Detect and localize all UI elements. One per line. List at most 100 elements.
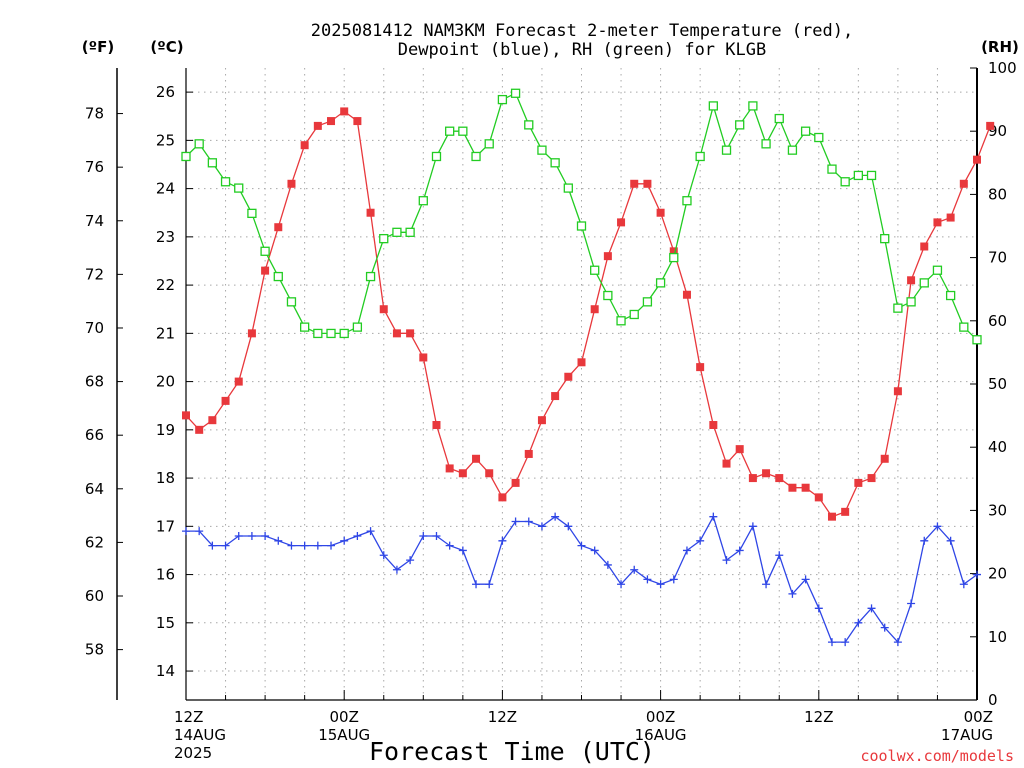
dewpoint-point bbox=[485, 580, 494, 589]
fahrenheit-tick-label: 66 bbox=[85, 426, 104, 444]
temperature-point bbox=[669, 247, 678, 256]
dewpoint-point bbox=[973, 570, 981, 579]
temperature-point bbox=[537, 416, 546, 425]
temperature-point bbox=[379, 305, 388, 314]
temperature-point bbox=[432, 421, 441, 430]
dewpoint-point bbox=[696, 536, 705, 545]
rh-point bbox=[682, 196, 692, 206]
dewpoint-point bbox=[920, 536, 929, 545]
rh-point bbox=[603, 290, 613, 301]
temperature-point bbox=[735, 445, 744, 454]
dewpoint-point bbox=[603, 560, 612, 569]
rh-point bbox=[695, 151, 705, 162]
fahrenheit-tick-label: 74 bbox=[85, 212, 104, 230]
dewpoint-point bbox=[432, 531, 441, 540]
dewpoint-point bbox=[551, 512, 560, 521]
rh-point bbox=[814, 132, 824, 143]
temperature-point bbox=[234, 377, 243, 386]
temperature-point bbox=[630, 179, 639, 188]
temperature-point bbox=[458, 469, 467, 478]
celsius-tick-label: 15 bbox=[156, 614, 175, 632]
rh-tick-label: 60 bbox=[988, 312, 1007, 330]
dewpoint-point bbox=[669, 575, 678, 584]
dewpoint-point bbox=[617, 580, 626, 589]
rh-point bbox=[339, 328, 349, 339]
x-tick-label: 15AUG bbox=[318, 726, 370, 744]
temperature-point bbox=[748, 474, 757, 483]
rh-point bbox=[655, 278, 666, 288]
temperature-point bbox=[511, 478, 520, 487]
rh-point bbox=[405, 227, 415, 237]
x-tick-label: 14AUG bbox=[174, 726, 226, 744]
temperature-point bbox=[762, 469, 771, 478]
celsius-tick-label: 16 bbox=[156, 566, 175, 584]
temperature-point bbox=[419, 353, 428, 362]
rh-tick-label: 100 bbox=[988, 59, 1017, 77]
dewpoint-point bbox=[827, 638, 836, 647]
dewpoint-point bbox=[762, 580, 771, 589]
rh-point bbox=[247, 208, 257, 219]
rh-point bbox=[748, 101, 758, 111]
dewpoint-point bbox=[537, 522, 546, 531]
temperature-point bbox=[656, 208, 665, 217]
dewpoint-point bbox=[511, 517, 520, 526]
dewpoint-point bbox=[946, 536, 955, 545]
fahrenheit-tick-label: 78 bbox=[85, 105, 104, 123]
celsius-tick-label: 24 bbox=[156, 180, 175, 198]
temperature-point bbox=[775, 474, 784, 483]
dewpoint-point bbox=[801, 575, 810, 584]
fahrenheit-unit-label: (ºF) bbox=[82, 38, 114, 56]
rh-tick-label: 80 bbox=[988, 185, 1007, 203]
temperature-point bbox=[524, 449, 533, 458]
credit-text: coolwx.com/models bbox=[860, 747, 1014, 765]
data-series bbox=[181, 88, 995, 647]
rh-point bbox=[194, 139, 204, 149]
temperature-point bbox=[366, 208, 375, 217]
dewpoint-point bbox=[327, 541, 336, 550]
rh-point bbox=[207, 158, 218, 168]
dewpoint-point bbox=[445, 541, 454, 550]
celsius-tick-label: 25 bbox=[156, 131, 175, 149]
dewpoint-point bbox=[498, 536, 507, 545]
rh-point bbox=[326, 328, 336, 339]
temperature-point bbox=[353, 117, 362, 126]
dewpoint-point bbox=[577, 541, 586, 550]
temperature-series bbox=[182, 107, 995, 521]
dewpoint-point bbox=[419, 531, 428, 540]
celsius-tick-label: 21 bbox=[156, 324, 175, 342]
fahrenheit-tick-label: 68 bbox=[85, 373, 104, 391]
temperature-point bbox=[208, 416, 217, 425]
dewpoint-point bbox=[221, 541, 230, 550]
chart-title-line1: 2025081412 NAM3KM Forecast 2-meter Tempe… bbox=[311, 21, 853, 41]
dewpoint-point bbox=[867, 604, 876, 613]
rh-point bbox=[906, 297, 916, 307]
rh-point bbox=[866, 170, 877, 181]
temperature-point bbox=[907, 276, 916, 285]
rh-point bbox=[313, 328, 323, 339]
temperature-point bbox=[564, 372, 573, 381]
dewpoint-point bbox=[841, 638, 850, 647]
celsius-tick-label: 18 bbox=[156, 469, 175, 487]
rh-point bbox=[893, 303, 903, 313]
temperature-point bbox=[485, 469, 494, 478]
dewpoint-point bbox=[392, 565, 401, 574]
dewpoint-point bbox=[907, 599, 916, 608]
rh-tick-label: 50 bbox=[988, 375, 1007, 393]
dewpoint-point bbox=[300, 541, 309, 550]
celsius-tick-label: 23 bbox=[156, 228, 175, 246]
temperature-point bbox=[933, 218, 942, 227]
rh-point bbox=[537, 145, 547, 155]
temperature-point bbox=[709, 421, 718, 430]
rh-tick-label: 10 bbox=[988, 628, 1007, 646]
rh-point bbox=[642, 297, 653, 307]
rh-point bbox=[510, 88, 521, 98]
rh-point bbox=[721, 145, 732, 155]
rh-point bbox=[880, 233, 890, 244]
rh-point bbox=[735, 120, 745, 130]
axes: 58 60 62 64 66 68 70 72 74 76 78 14 15 16 17 18 19 20 21 22… bbox=[85, 59, 1017, 762]
dewpoint-point bbox=[735, 546, 744, 555]
rh-point bbox=[616, 316, 626, 326]
dewpoint-point bbox=[814, 604, 823, 613]
dewpoint-point bbox=[854, 618, 863, 627]
rh-point bbox=[800, 126, 811, 136]
